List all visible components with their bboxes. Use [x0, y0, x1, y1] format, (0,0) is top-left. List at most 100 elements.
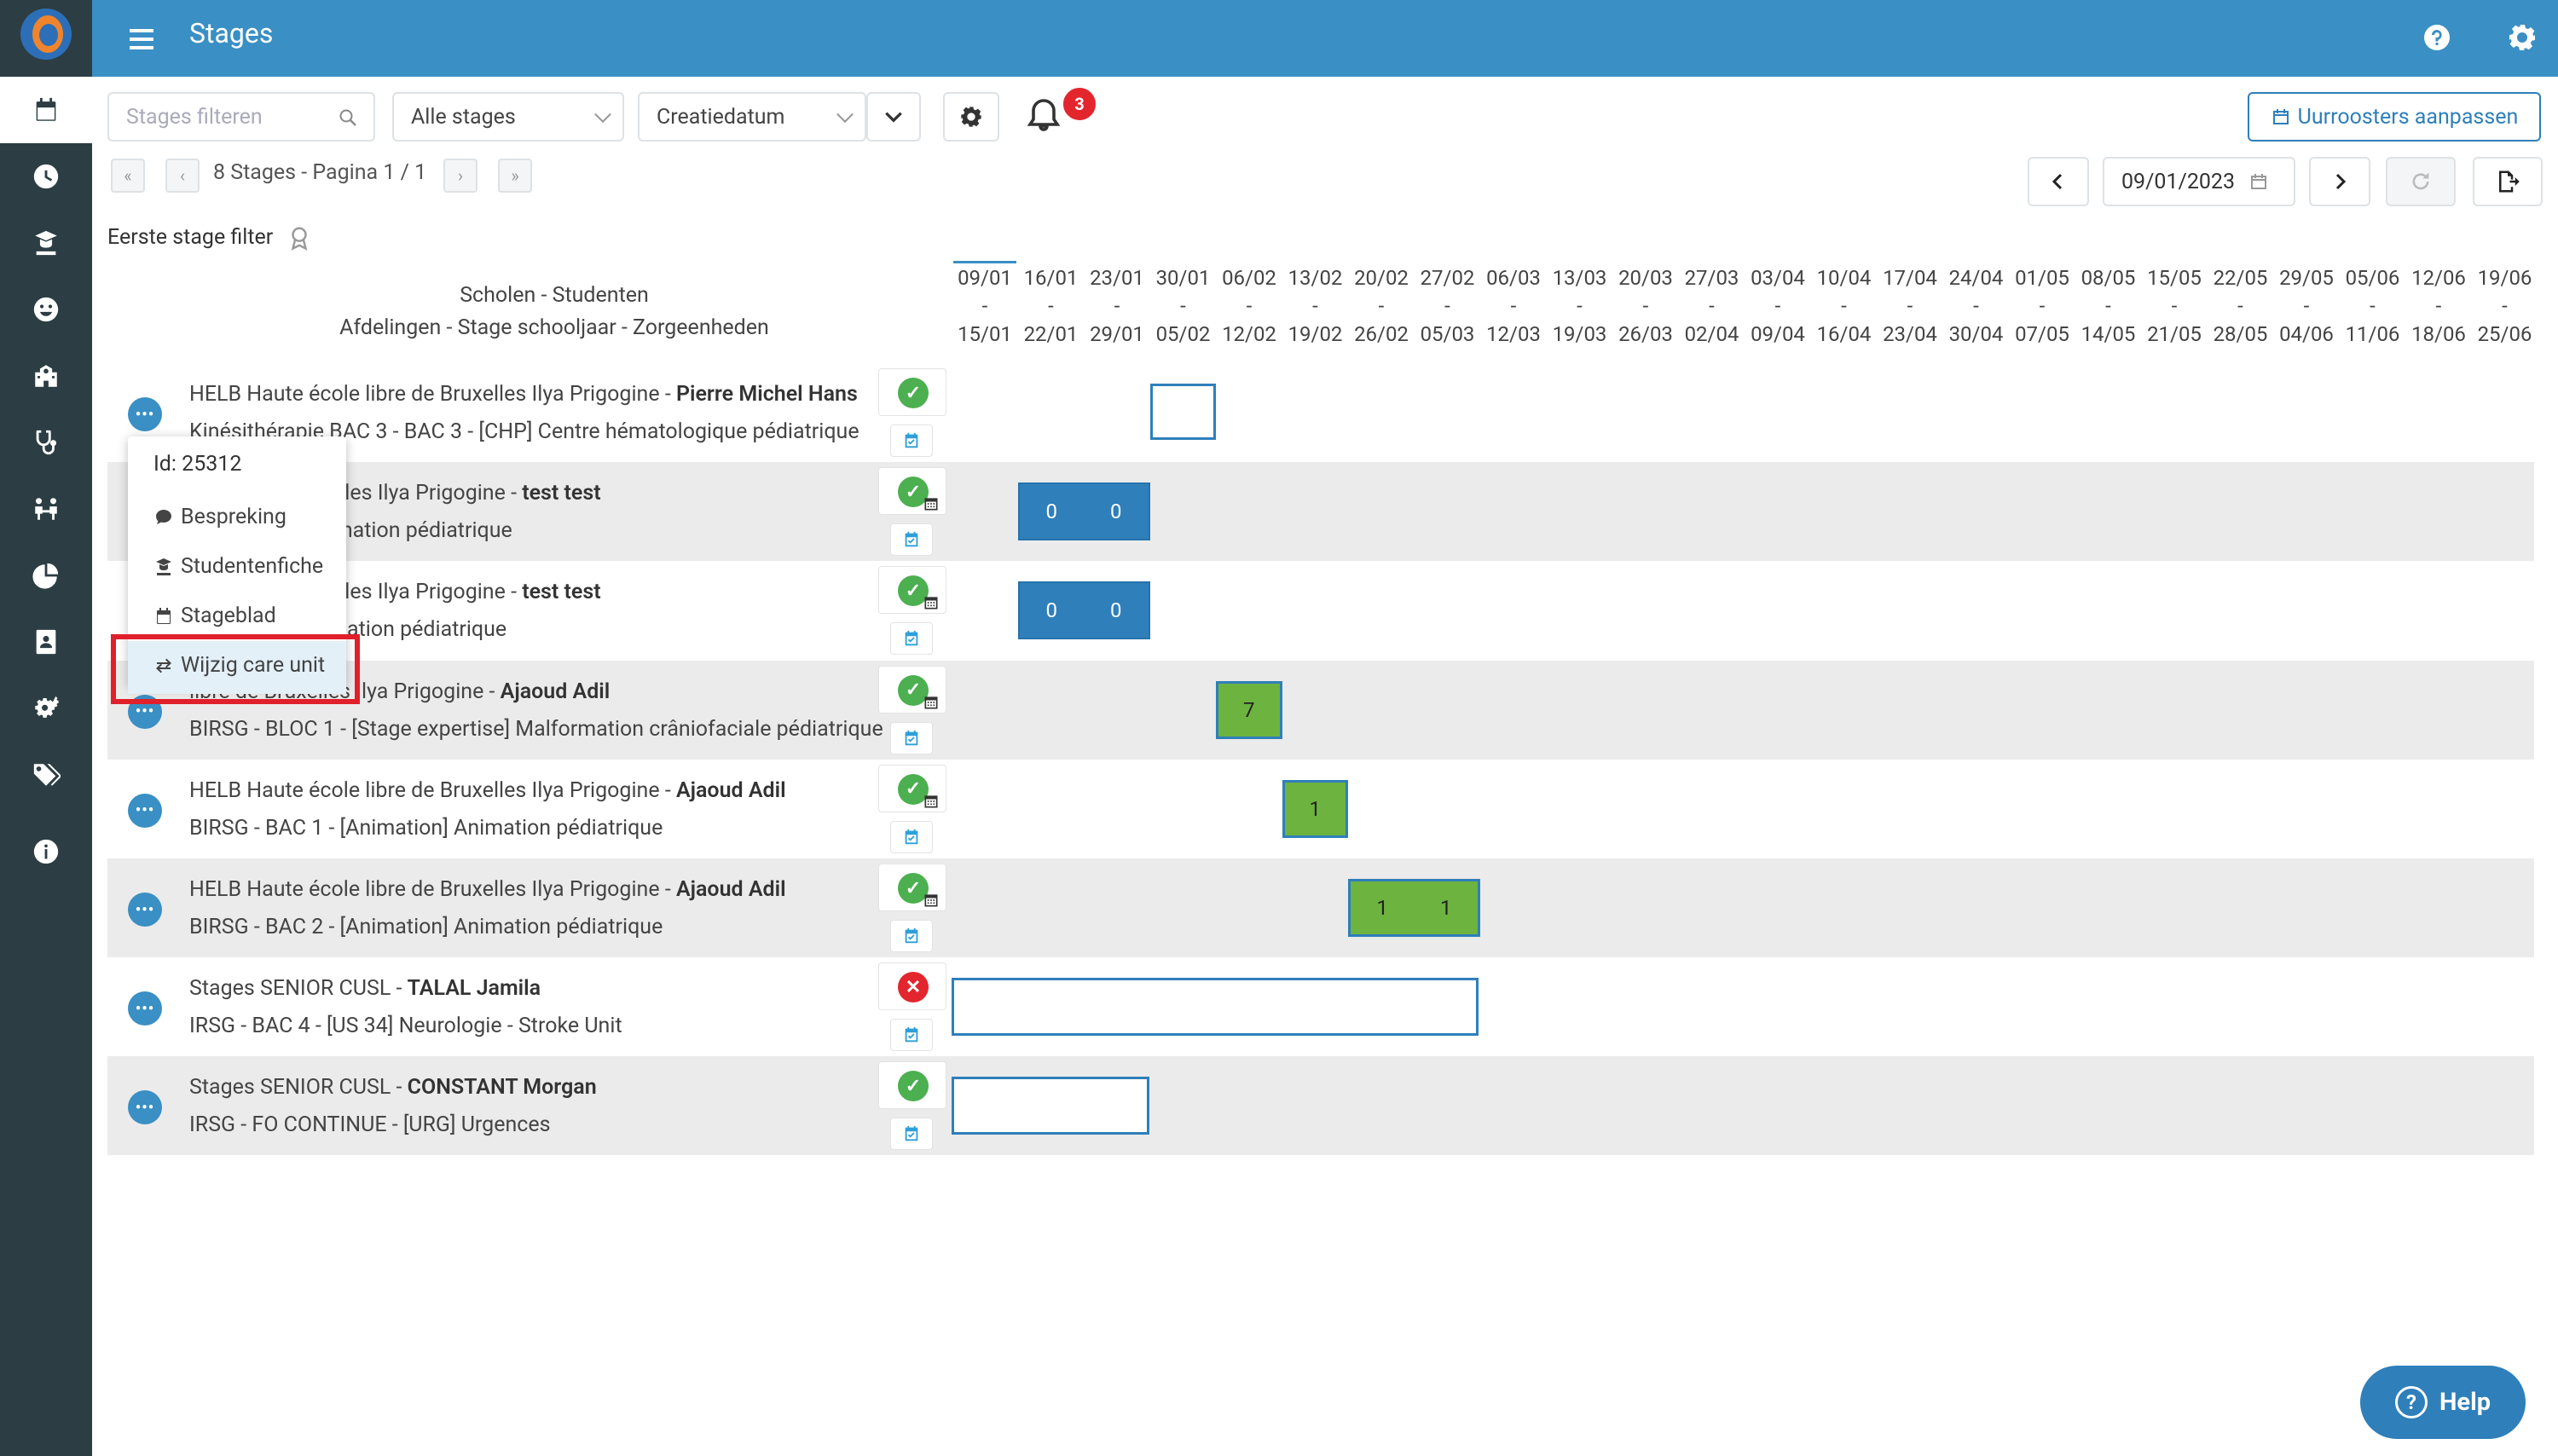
app-logo[interactable] — [20, 9, 72, 60]
schedule-button[interactable] — [890, 425, 933, 457]
row-actions-button[interactable]: ••• — [128, 793, 162, 828]
row-actions-button[interactable]: ••• — [128, 397, 162, 431]
week-start: 17/04 — [1883, 266, 1937, 290]
sidebar-item-graduate[interactable] — [0, 210, 92, 276]
prev-page-button[interactable]: ‹ — [165, 159, 200, 193]
schedule-button[interactable] — [890, 1118, 933, 1151]
help-button[interactable]: ? Help — [2360, 1366, 2526, 1439]
status-button[interactable]: ✓ — [878, 368, 946, 416]
sidebar-item-people[interactable] — [0, 476, 92, 542]
schedule-button[interactable] — [890, 920, 933, 952]
stage-period-bar[interactable] — [1149, 384, 1216, 440]
export-button[interactable] — [2473, 157, 2543, 206]
stage-type-select[interactable]: Alle stages — [392, 92, 624, 142]
week-start: 29/05 — [2279, 266, 2334, 290]
sidebar-item-contact-card[interactable] — [0, 609, 92, 675]
week-start: 03/04 — [1751, 266, 1805, 290]
stage-row: •••libre de Bruxelles Ilya Prigogine - A… — [107, 660, 2534, 760]
status-button[interactable]: ✕ — [878, 962, 946, 1011]
refresh-button[interactable] — [2386, 157, 2456, 206]
week-end: 02/04 — [1684, 322, 1739, 346]
status-button[interactable]: ✓ — [878, 764, 946, 812]
sidebar-item-pie-chart[interactable] — [0, 542, 92, 609]
status-button[interactable]: ✓ — [878, 566, 946, 615]
date-picker-input[interactable]: 09/01/2023 — [2103, 157, 2295, 206]
menu-item-stageblad[interactable]: Stageblad — [153, 604, 276, 628]
sidebar-item-clock[interactable] — [0, 143, 92, 210]
week-dash: - — [981, 294, 988, 318]
sidebar-item-school[interactable] — [0, 343, 92, 409]
schedule-button[interactable] — [890, 721, 933, 754]
schedule-adjust-label: Uurroosters aanpassen — [2297, 104, 2519, 130]
student-name: TALAL Jamila — [407, 976, 541, 1002]
sidebar-item-cogs[interactable] — [0, 675, 92, 742]
week-dash: - — [1973, 294, 1979, 318]
sidebar — [0, 0, 92, 1456]
menu-item-label: Stageblad — [181, 604, 276, 628]
stage-period-bar[interactable]: 7 — [1216, 680, 1282, 739]
stage-period-bar[interactable]: 1 — [1282, 779, 1348, 838]
sort-select[interactable]: Creatiedatum — [638, 92, 866, 142]
week-start: 05/06 — [2345, 266, 2400, 290]
week-dash: - — [1577, 294, 1583, 318]
calendar-icon — [157, 607, 171, 624]
sidebar-item-tags[interactable] — [0, 742, 92, 808]
sidebar-item-stethoscope[interactable] — [0, 409, 92, 476]
row-title: Stages SENIOR CUSL - TALAL Jamila — [189, 976, 541, 1001]
schedule-button[interactable] — [890, 820, 933, 853]
schedule-button[interactable] — [890, 622, 933, 656]
week-column: 16/01 - 22/01 — [1018, 266, 1085, 346]
chevron-down-icon — [594, 106, 611, 124]
bell-icon[interactable] — [1023, 94, 1064, 138]
stage-period-bar[interactable] — [952, 1077, 1149, 1135]
week-dash: - — [1642, 294, 1649, 318]
stage-period-bar[interactable] — [952, 978, 1479, 1037]
schedule-button[interactable] — [890, 1019, 933, 1052]
week-dash: - — [2370, 294, 2376, 318]
status-button[interactable]: ✓ — [878, 467, 946, 516]
week-end: 11/06 — [2345, 322, 2400, 346]
menu-item-wijzig-care-unit[interactable]: Wijzig care unit — [153, 653, 325, 678]
row-actions-button[interactable]: ••• — [128, 893, 162, 927]
menu-item-bespreking[interactable]: Bespreking — [153, 505, 286, 529]
week-dash: - — [1246, 294, 1253, 318]
status-button[interactable]: ✓ — [878, 1061, 946, 1110]
next-page-button[interactable]: › — [443, 159, 477, 193]
help-label: Help — [2439, 1388, 2491, 1417]
week-dash: - — [1841, 294, 1847, 318]
menu-item-studentenfiche[interactable]: Studentenfiche — [153, 554, 323, 579]
help-circle-icon[interactable] — [2422, 22, 2452, 53]
chevron-right-icon — [2335, 173, 2347, 190]
sort-direction-button[interactable] — [866, 92, 921, 142]
calendar-check-icon — [905, 631, 918, 646]
stage-id: Id: 25312 — [153, 452, 242, 477]
status-button[interactable]: ✓ — [878, 864, 946, 911]
smiley-icon — [33, 297, 59, 322]
last-page-button[interactable]: » — [498, 159, 532, 193]
school-name: Stages SENIOR CUSL - — [189, 976, 408, 1002]
exchange-icon — [156, 658, 171, 673]
next-period-button[interactable] — [2309, 157, 2370, 206]
row-actions-button[interactable]: ••• — [128, 1090, 162, 1125]
sidebar-item-smiley[interactable] — [0, 276, 92, 343]
row-title: HELB Haute école libre de Bruxelles Ilya… — [189, 778, 786, 803]
schedule-adjust-button[interactable]: Uurroosters aanpassen — [2248, 92, 2541, 142]
sidebar-item-calendar[interactable] — [0, 77, 92, 143]
stages-filter-input[interactable]: Stages filteren — [107, 92, 375, 142]
cogs-icon — [35, 696, 59, 718]
week-end: 04/06 — [2279, 322, 2334, 346]
status-button[interactable]: ✓ — [878, 665, 946, 714]
week-end: 26/03 — [1618, 322, 1673, 346]
calendar-check-icon — [905, 432, 918, 448]
prev-period-button[interactable] — [2028, 157, 2089, 206]
gear-icon[interactable] — [2507, 22, 2538, 53]
first-page-button[interactable]: « — [111, 159, 145, 193]
row-actions-button[interactable]: ••• — [128, 991, 162, 1026]
settings-button[interactable] — [943, 92, 999, 142]
schedule-button[interactable] — [890, 523, 933, 557]
hamburger-menu-icon[interactable] — [130, 24, 153, 53]
sidebar-item-info[interactable] — [0, 818, 92, 885]
